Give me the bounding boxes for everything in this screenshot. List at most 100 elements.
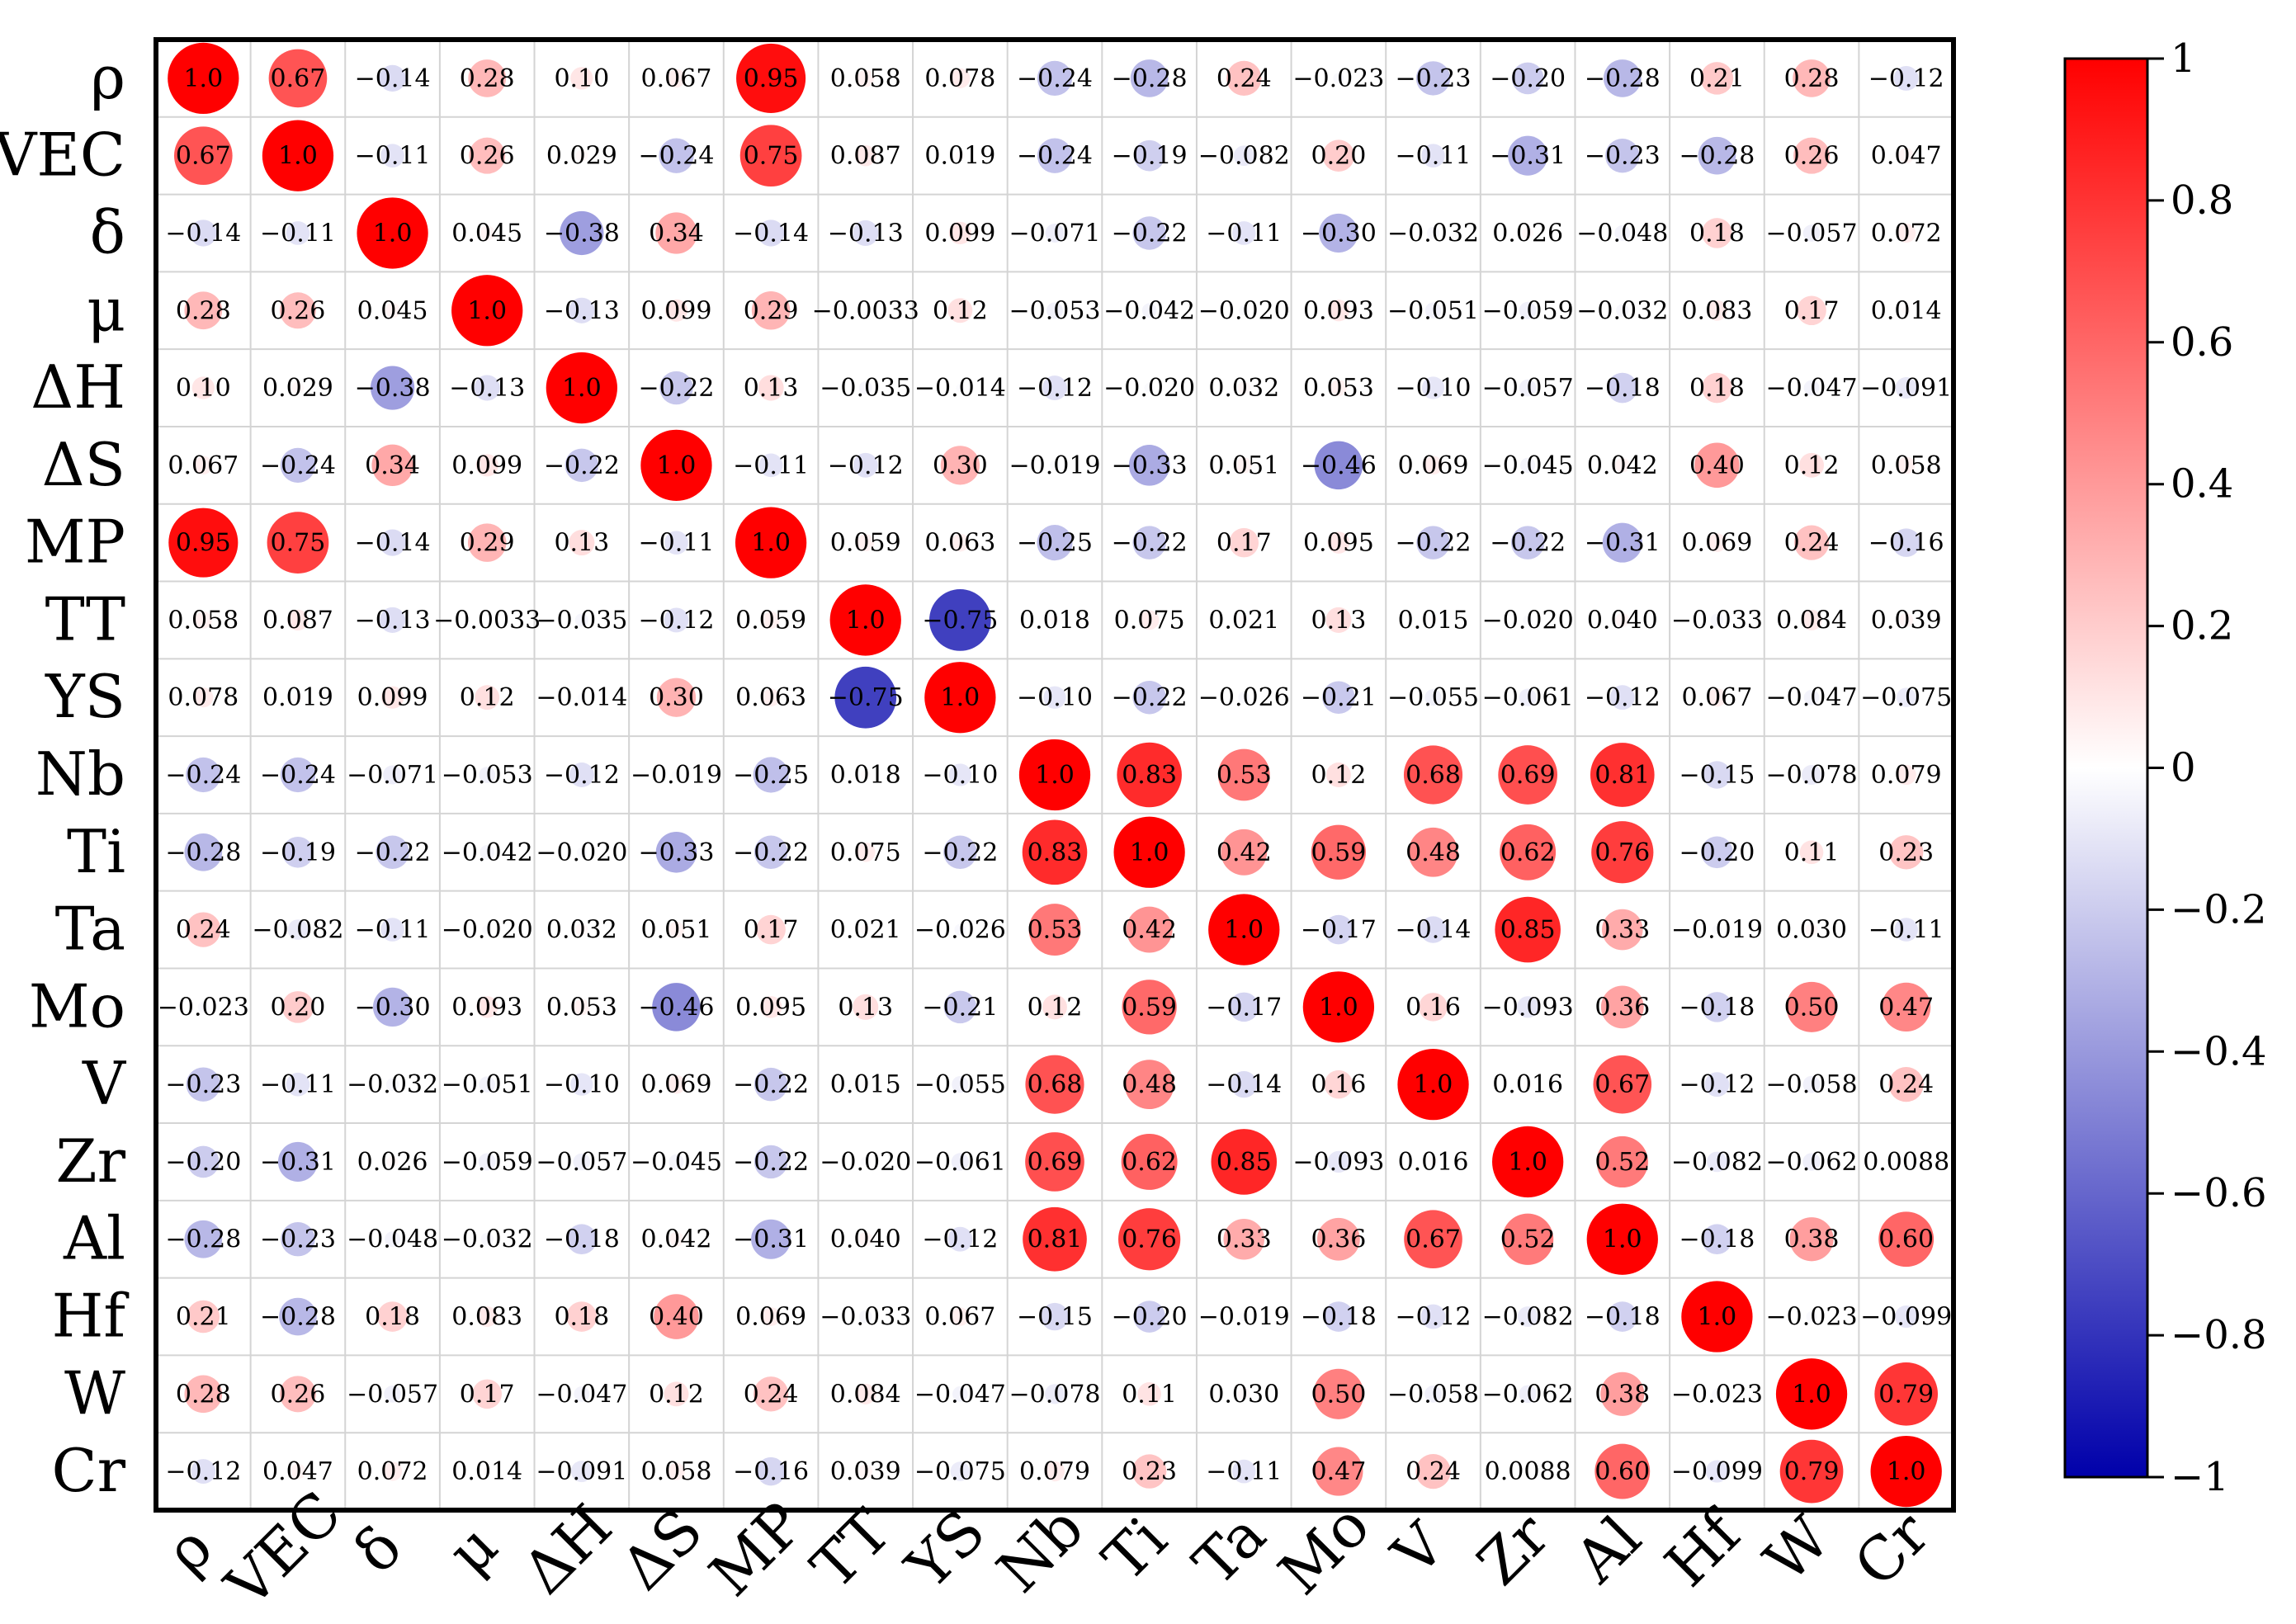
cell-value-label: −0.15	[1017, 1303, 1093, 1332]
correlation-bubble	[168, 508, 239, 578]
correlation-bubble	[377, 1301, 408, 1332]
correlation-bubble	[952, 1076, 969, 1093]
correlation-bubble	[469, 137, 506, 174]
cell-value-label: −0.033	[820, 1303, 911, 1332]
cell-value-label: −0.24	[260, 761, 336, 790]
cell-value-label: 0.24	[176, 916, 231, 945]
correlation-bubble	[280, 757, 316, 793]
correlation-bubble	[1229, 992, 1259, 1022]
cell-value-label: −0.22	[355, 838, 431, 867]
correlation-bubble	[186, 757, 221, 793]
correlation-bubble	[1424, 689, 1442, 706]
cell-value-label: 0.20	[1311, 142, 1366, 171]
correlation-bubble	[857, 534, 875, 552]
cell-value-label: −0.33	[1112, 451, 1188, 480]
correlation-bubble	[861, 1079, 871, 1089]
correlation-bubble	[751, 291, 791, 330]
correlation-bubble	[1424, 456, 1443, 475]
correlation-bubble	[1895, 1305, 1918, 1329]
cell-value-label: −0.020	[820, 1148, 911, 1177]
cell-value-label: 0.21	[1689, 64, 1745, 93]
correlation-bubble	[1789, 1217, 1834, 1262]
cell-value-label: −0.14	[165, 219, 241, 248]
correlation-bubble	[566, 1301, 598, 1332]
correlation-bubble	[1702, 1224, 1732, 1255]
cell-value-labels: 1.0 0.67 −0.14 0.28 0.10 0.067 0.95 0.058 0.078−…	[158, 64, 1952, 1486]
cell-value-label: −0.18	[1679, 1225, 1755, 1254]
correlation-bubble	[1603, 59, 1642, 97]
row-label: Ta	[55, 895, 125, 964]
correlation-bubble	[385, 1078, 399, 1091]
correlation-bubble	[184, 1220, 223, 1258]
grid-lines	[156, 40, 1953, 1510]
correlation-bubble	[475, 454, 498, 477]
cell-value-label: −0.11	[355, 916, 431, 945]
cell-value-label: −0.25	[733, 761, 809, 790]
cell-value-label: −0.14	[1396, 916, 1472, 945]
cell-value-label: −0.047	[914, 1380, 1006, 1409]
cell-value-label: −0.045	[631, 1148, 722, 1177]
correlation-bubble	[187, 1145, 220, 1178]
cell-value-label: −0.38	[355, 374, 431, 403]
cell-value-label: 0.072	[357, 1457, 428, 1486]
correlation-bubble	[1018, 739, 1091, 811]
correlation-bubble	[955, 150, 966, 161]
correlation-bubble	[1233, 145, 1254, 167]
cell-value-label: −0.019	[1009, 451, 1100, 480]
cell-value-label: 0.10	[176, 374, 231, 403]
cell-value-label: 0.087	[262, 606, 333, 635]
correlation-bubble	[1327, 531, 1350, 554]
cell-value-label: 0.10	[554, 64, 609, 93]
cell-value-label: 0.68	[1028, 1070, 1083, 1099]
cell-value-label: 0.30	[649, 683, 704, 712]
cell-value-label: −0.17	[1206, 993, 1282, 1022]
correlation-bubble	[385, 1231, 401, 1248]
cell-value-label: −0.075	[914, 1457, 1006, 1486]
row-label: W	[64, 1358, 125, 1428]
cell-value-label: 0.051	[641, 916, 712, 945]
cell-value-label: 0.051	[1208, 451, 1279, 480]
cell-value-label: 0.053	[546, 993, 617, 1022]
cell-value-label: 0.26	[1784, 142, 1840, 171]
correlation-bubble	[1239, 1311, 1250, 1322]
cell-value-label: 0.26	[271, 296, 326, 325]
cell-value-label: 0.047	[1871, 142, 1942, 171]
correlation-bubble	[1025, 1132, 1084, 1192]
cell-value-label: 0.059	[735, 606, 806, 635]
correlation-bubble	[1208, 894, 1280, 965]
cell-value-label: −0.30	[355, 993, 431, 1022]
cell-value-label: 0.069	[1681, 529, 1752, 558]
correlation-bubble	[380, 607, 406, 633]
cell-value-label: 0.17	[1784, 296, 1840, 325]
correlation-bubble	[268, 49, 328, 108]
correlation-bubble	[834, 666, 897, 729]
correlation-bubble	[858, 1464, 873, 1479]
cell-value-label: 0.12	[460, 683, 515, 712]
correlation-bubble	[943, 990, 977, 1024]
cell-value-label: 0.12	[1784, 451, 1840, 480]
cell-value-label: 0.083	[451, 1303, 522, 1332]
correlation-bubble	[1045, 223, 1065, 243]
correlation-bubble	[1605, 138, 1640, 173]
correlation-bubble	[480, 225, 495, 241]
cell-value-label: 0.029	[546, 142, 617, 171]
correlation-bubble	[1708, 533, 1727, 552]
correlation-bubble	[1892, 528, 1920, 557]
cell-value-label: −0.055	[1387, 683, 1479, 712]
correlation-bubble	[1037, 138, 1073, 173]
correlation-bubble	[1882, 982, 1931, 1032]
correlation-bubble	[1700, 62, 1734, 95]
correlation-bubble	[659, 371, 693, 405]
colorbar-ticks: 1 0.8 0.6 0.4 0.2 0 −0.2 −0.4 −0.6 −0.8 −1	[2147, 35, 2267, 1500]
correlation-bubble	[1313, 1368, 1364, 1419]
cell-value-label: −0.023	[1671, 1380, 1763, 1409]
cell-value-label: −0.082	[252, 916, 343, 945]
correlation-bubble	[943, 835, 977, 870]
correlation-bubble	[1223, 1218, 1265, 1260]
correlation-bubble	[659, 138, 694, 173]
cell-value-label: −0.019	[1198, 1303, 1290, 1332]
cell-value-label: 0.058	[168, 606, 239, 635]
cell-value-label: 0.17	[1217, 529, 1272, 558]
correlation-bubble	[184, 833, 223, 871]
correlation-bubble	[1803, 689, 1820, 706]
